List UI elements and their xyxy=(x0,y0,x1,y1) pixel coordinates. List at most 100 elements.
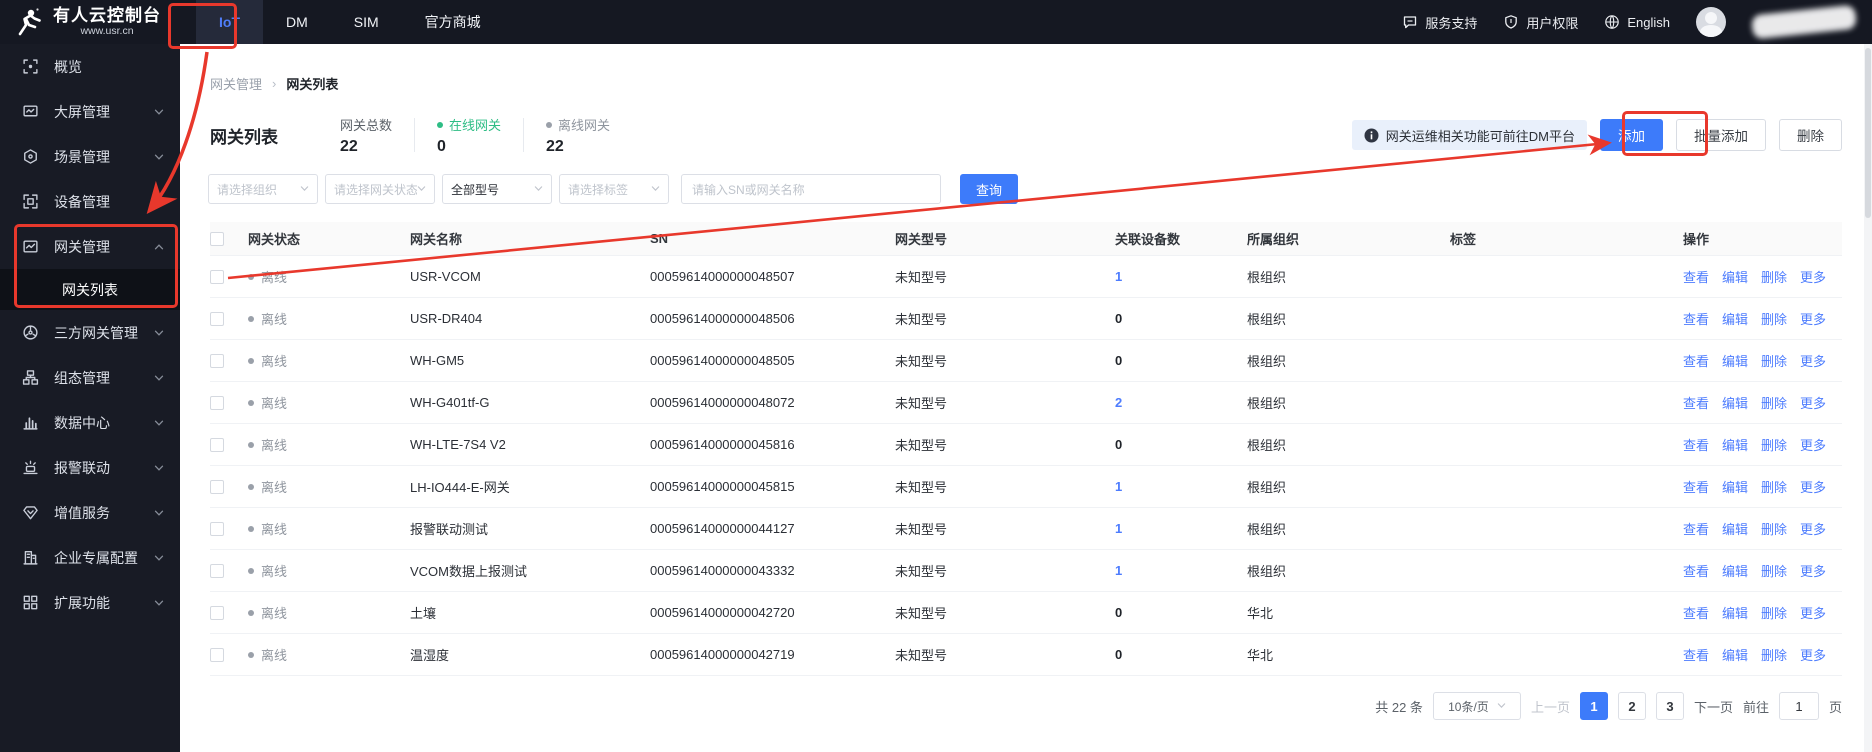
more-link[interactable]: 更多 xyxy=(1800,480,1827,495)
row-checkbox[interactable] xyxy=(210,521,224,536)
edit-link[interactable]: 编辑 xyxy=(1722,270,1749,285)
row-checkbox[interactable] xyxy=(210,563,224,578)
row-checkbox[interactable] xyxy=(210,395,224,410)
view-link[interactable]: 查看 xyxy=(1683,606,1710,621)
delete-link[interactable]: 删除 xyxy=(1761,270,1788,285)
edit-link[interactable]: 编辑 xyxy=(1722,312,1749,327)
sidebar-item[interactable]: 组态管理 xyxy=(0,355,180,400)
more-link[interactable]: 更多 xyxy=(1800,396,1827,411)
view-link[interactable]: 查看 xyxy=(1683,438,1710,453)
edit-link[interactable]: 编辑 xyxy=(1722,606,1749,621)
select-all-checkbox[interactable] xyxy=(210,231,224,246)
org-select[interactable]: 请选择组织 xyxy=(208,174,318,204)
page-size-select[interactable]: 10条/页 xyxy=(1432,692,1521,720)
batch-add-button[interactable]: 批量添加 xyxy=(1676,119,1766,151)
row-checkbox[interactable] xyxy=(210,479,224,494)
delete-link[interactable]: 删除 xyxy=(1761,648,1788,663)
more-link[interactable]: 更多 xyxy=(1800,270,1827,285)
device-count[interactable]: 1 xyxy=(1115,521,1247,536)
more-link[interactable]: 更多 xyxy=(1800,606,1827,621)
query-button[interactable]: 查询 xyxy=(960,174,1018,204)
delete-link[interactable]: 删除 xyxy=(1761,354,1788,369)
device-count[interactable]: 2 xyxy=(1115,395,1247,410)
tag-select[interactable]: 请选择标签 xyxy=(559,174,669,204)
sidebar-item[interactable]: 概览 xyxy=(0,44,180,89)
scrollbar-thumb[interactable] xyxy=(1865,48,1871,218)
nav-tab-iot[interactable]: IoT xyxy=(196,0,263,44)
model-select[interactable]: 全部型号 xyxy=(442,174,552,204)
nav-item-shield[interactable]: 用户权限 xyxy=(1503,13,1578,32)
more-link[interactable]: 更多 xyxy=(1800,312,1827,327)
more-link[interactable]: 更多 xyxy=(1800,438,1827,453)
sidebar-item[interactable]: 企业专属配置 xyxy=(0,535,180,580)
delete-link[interactable]: 删除 xyxy=(1761,564,1788,579)
row-checkbox[interactable] xyxy=(210,605,224,620)
row-checkbox[interactable] xyxy=(210,311,224,326)
view-link[interactable]: 查看 xyxy=(1683,480,1710,495)
breadcrumb-parent[interactable]: 网关管理 xyxy=(210,77,263,92)
sidebar-item[interactable]: 增值服务 xyxy=(0,490,180,535)
row-checkbox[interactable] xyxy=(210,437,224,452)
device-count[interactable]: 1 xyxy=(1115,479,1247,494)
nav-tab-dm[interactable]: DM xyxy=(286,14,308,30)
avatar[interactable] xyxy=(1696,7,1726,37)
view-link[interactable]: 查看 xyxy=(1683,354,1710,369)
sn-search-input[interactable]: 请输入SN或网关名称 xyxy=(681,174,941,204)
edit-link[interactable]: 编辑 xyxy=(1722,354,1749,369)
goto-page-input[interactable]: 1 xyxy=(1778,692,1819,720)
sidebar-item[interactable]: 网关管理 xyxy=(0,224,180,269)
more-link[interactable]: 更多 xyxy=(1800,564,1827,579)
view-link[interactable]: 查看 xyxy=(1683,312,1710,327)
sidebar-item[interactable]: 三方网关管理 xyxy=(0,310,180,355)
delete-link[interactable]: 删除 xyxy=(1761,522,1788,537)
view-link[interactable]: 查看 xyxy=(1683,522,1710,537)
sidebar-item[interactable]: 数据中心 xyxy=(0,400,180,445)
edit-link[interactable]: 编辑 xyxy=(1722,438,1749,453)
device-count-value[interactable]: 1 xyxy=(1115,269,1123,284)
delete-link[interactable]: 删除 xyxy=(1761,438,1788,453)
delete-link[interactable]: 删除 xyxy=(1761,480,1788,495)
row-checkbox[interactable] xyxy=(210,647,224,662)
more-link[interactable]: 更多 xyxy=(1800,354,1827,369)
view-link[interactable]: 查看 xyxy=(1683,270,1710,285)
gateway-status-select[interactable]: 请选择网关状态 xyxy=(325,174,435,204)
edit-link[interactable]: 编辑 xyxy=(1722,522,1749,537)
row-checkbox[interactable] xyxy=(210,353,224,368)
delete-link[interactable]: 删除 xyxy=(1761,606,1788,621)
row-checkbox[interactable] xyxy=(210,269,224,284)
device-count-value[interactable]: 2 xyxy=(1115,395,1123,410)
nav-item-globe[interactable]: English xyxy=(1604,14,1670,30)
nav-tab-官方商城[interactable]: 官方商城 xyxy=(424,14,481,30)
edit-link[interactable]: 编辑 xyxy=(1722,648,1749,663)
edit-link[interactable]: 编辑 xyxy=(1722,564,1749,579)
nav-item-chat[interactable]: 服务支持 xyxy=(1402,13,1477,32)
sidebar-item[interactable]: 场景管理 xyxy=(0,134,180,179)
sidebar-item[interactable]: 设备管理 xyxy=(0,179,180,224)
page-button-2[interactable]: 2 xyxy=(1617,692,1646,720)
device-count[interactable]: 1 xyxy=(1115,269,1247,284)
delete-link[interactable]: 删除 xyxy=(1761,396,1788,411)
edit-link[interactable]: 编辑 xyxy=(1722,396,1749,411)
sidebar-item[interactable]: 扩展功能 xyxy=(0,580,180,625)
view-link[interactable]: 查看 xyxy=(1683,396,1710,411)
delete-link[interactable]: 删除 xyxy=(1761,312,1788,327)
device-count-value[interactable]: 1 xyxy=(1115,479,1123,494)
sidebar-item[interactable]: 报警联动 xyxy=(0,445,180,490)
edit-link[interactable]: 编辑 xyxy=(1722,480,1749,495)
next-page-button[interactable]: 下一页 xyxy=(1693,699,1733,715)
view-link[interactable]: 查看 xyxy=(1683,564,1710,579)
sidebar-item[interactable]: 大屏管理 xyxy=(0,89,180,134)
delete-button[interactable]: 删除 xyxy=(1779,119,1842,151)
more-link[interactable]: 更多 xyxy=(1800,648,1827,663)
add-button[interactable]: 添加 xyxy=(1600,119,1663,151)
page-button-3[interactable]: 3 xyxy=(1655,692,1684,720)
scrollbar[interactable] xyxy=(1864,44,1872,752)
nav-tab-sim[interactable]: SIM xyxy=(353,14,379,30)
device-count[interactable]: 1 xyxy=(1115,563,1247,578)
sidebar-subitem-gateway-list[interactable]: 网关列表 xyxy=(0,269,180,310)
device-count-value[interactable]: 1 xyxy=(1115,521,1123,536)
device-count-value[interactable]: 1 xyxy=(1115,563,1123,578)
more-link[interactable]: 更多 xyxy=(1800,522,1827,537)
page-button-1[interactable]: 1 xyxy=(1579,692,1608,720)
view-link[interactable]: 查看 xyxy=(1683,648,1710,663)
